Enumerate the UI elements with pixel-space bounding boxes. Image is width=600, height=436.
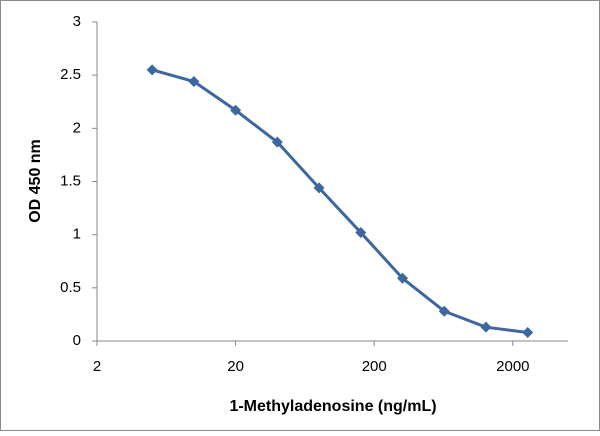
point-marker: [146, 64, 158, 76]
point-marker: [355, 227, 367, 239]
point-marker: [480, 321, 492, 333]
y-tick-label: 3: [73, 13, 81, 30]
y-tick-label: 1: [73, 226, 81, 243]
y-tick-label: 1.5: [60, 172, 81, 189]
series-line: [151, 68, 528, 334]
x-tick-label: 2: [93, 358, 101, 375]
point-marker: [522, 326, 534, 338]
point-marker: [188, 76, 200, 88]
y-tick-label: 2.5: [60, 66, 81, 83]
x-tick-label: 20: [227, 358, 244, 375]
point-marker: [230, 104, 242, 116]
point-marker: [271, 136, 283, 148]
x-tick-label: 2000: [496, 358, 529, 375]
x-axis-label: 1-Methyladenosine (ng/mL): [229, 398, 436, 415]
point-marker: [313, 182, 325, 194]
y-tick-label: 0: [73, 332, 81, 349]
point-marker: [397, 272, 409, 284]
x-tick-label: 200: [362, 358, 387, 375]
point-marker: [438, 305, 450, 317]
y-axis-label: OD 450 nm: [27, 139, 44, 223]
y-tick-label: 0.5: [60, 279, 81, 296]
y-tick-label: 2: [73, 119, 81, 136]
